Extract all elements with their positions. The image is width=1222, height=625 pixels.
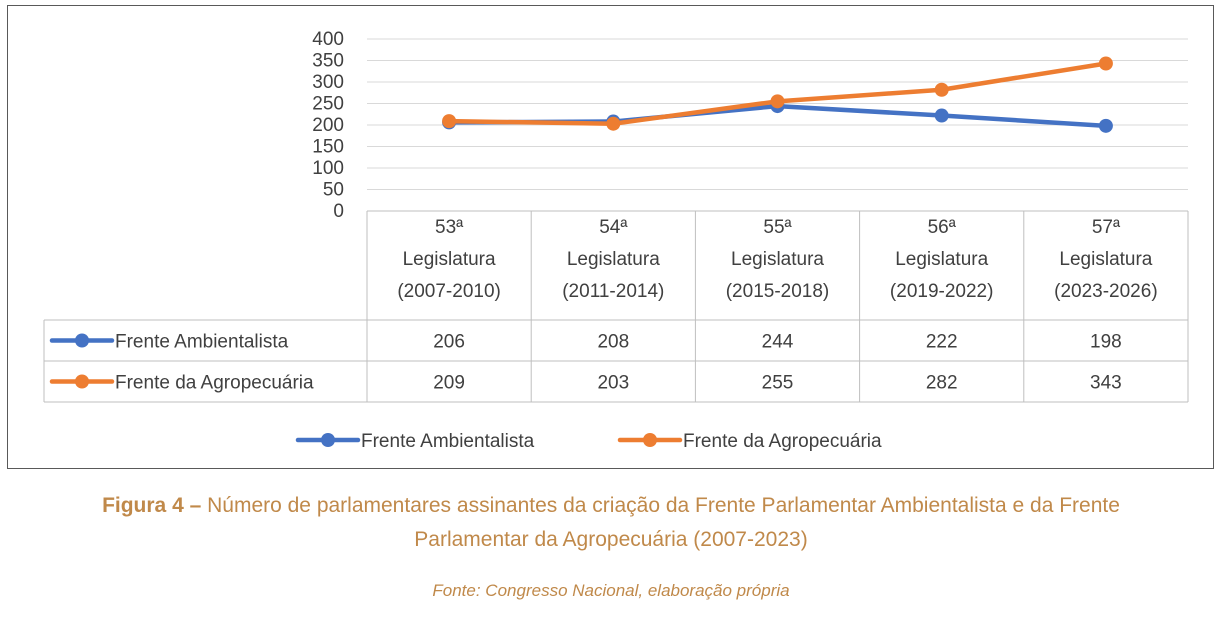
y-tick-label: 150 bbox=[312, 137, 344, 158]
y-tick-label: 350 bbox=[312, 51, 344, 72]
table-cell: 203 bbox=[597, 373, 629, 394]
x-tick-label: (2007-2010) bbox=[397, 281, 501, 302]
data-point bbox=[934, 108, 949, 123]
series-line-1 bbox=[446, 61, 1109, 126]
table-cell: 222 bbox=[926, 332, 958, 353]
x-tick-label: 57ª bbox=[1092, 217, 1121, 238]
x-tick-label: 55ª bbox=[763, 217, 792, 238]
data-point bbox=[770, 94, 785, 109]
x-tick-label: Legislatura bbox=[567, 249, 660, 270]
figure-caption-line2: Parlamentar da Agropecuária (2007-2023) bbox=[414, 528, 808, 551]
table-cell: 343 bbox=[1090, 373, 1122, 394]
table-row-label: Frente Ambientalista bbox=[115, 332, 289, 353]
table-cell: 255 bbox=[762, 373, 794, 394]
x-tick-label: (2011-2014) bbox=[562, 281, 664, 302]
legend-marker bbox=[643, 433, 657, 447]
figure-source: Fonte: Congresso Nacional, elaboração pr… bbox=[432, 581, 790, 600]
x-tick-label: 54ª bbox=[599, 217, 628, 238]
data-point bbox=[934, 82, 949, 97]
table-cell: 206 bbox=[433, 332, 465, 353]
y-tick-label: 50 bbox=[323, 180, 344, 201]
data-point bbox=[1098, 118, 1113, 133]
table-cell: 244 bbox=[762, 332, 794, 353]
table-legend-marker bbox=[75, 374, 89, 389]
table-cell: 208 bbox=[597, 332, 629, 353]
x-tick-label: Legislatura bbox=[1059, 249, 1152, 270]
x-tick-label: Legislatura bbox=[895, 249, 988, 270]
legend-marker bbox=[321, 433, 335, 447]
x-tick-label: Legislatura bbox=[731, 249, 824, 270]
figure-caption: Figura 4 – Número de parlamentares assin… bbox=[0, 494, 1222, 518]
table-cell: 198 bbox=[1090, 332, 1122, 353]
data-point bbox=[442, 114, 457, 129]
x-tick-label: (2015-2018) bbox=[726, 281, 830, 302]
table-cell: 209 bbox=[433, 373, 465, 394]
table-cell: 282 bbox=[926, 373, 958, 394]
data-point bbox=[1098, 56, 1113, 71]
data-point bbox=[606, 116, 621, 131]
y-tick-label: 250 bbox=[312, 94, 344, 115]
chart-frame: 0 50 100 150 200 250 300 350 400 53ª Legislatura (2… bbox=[7, 5, 1214, 469]
y-tick-label: 200 bbox=[312, 115, 344, 136]
x-tick-label: 53ª bbox=[435, 217, 464, 238]
legend-label: Frente Ambientalista bbox=[361, 431, 535, 452]
x-tick-label: Legislatura bbox=[403, 249, 496, 270]
table-legend-marker bbox=[75, 333, 89, 348]
figure-caption-text: Número de parlamentares assinantes da cr… bbox=[201, 494, 1120, 517]
x-tick-label: (2023-2026) bbox=[1054, 281, 1158, 302]
x-tick-label: 56ª bbox=[928, 217, 957, 238]
figure-label: Figura 4 – bbox=[102, 494, 202, 517]
y-tick-label: 100 bbox=[312, 158, 344, 179]
x-tick-label: (2019-2022) bbox=[890, 281, 994, 302]
y-tick-label: 0 bbox=[333, 201, 344, 222]
y-tick-label: 400 bbox=[312, 29, 344, 50]
y-tick-label: 300 bbox=[312, 72, 344, 93]
legend-label: Frente da Agropecuária bbox=[683, 431, 882, 452]
table-row-label: Frente da Agropecuária bbox=[115, 373, 314, 394]
